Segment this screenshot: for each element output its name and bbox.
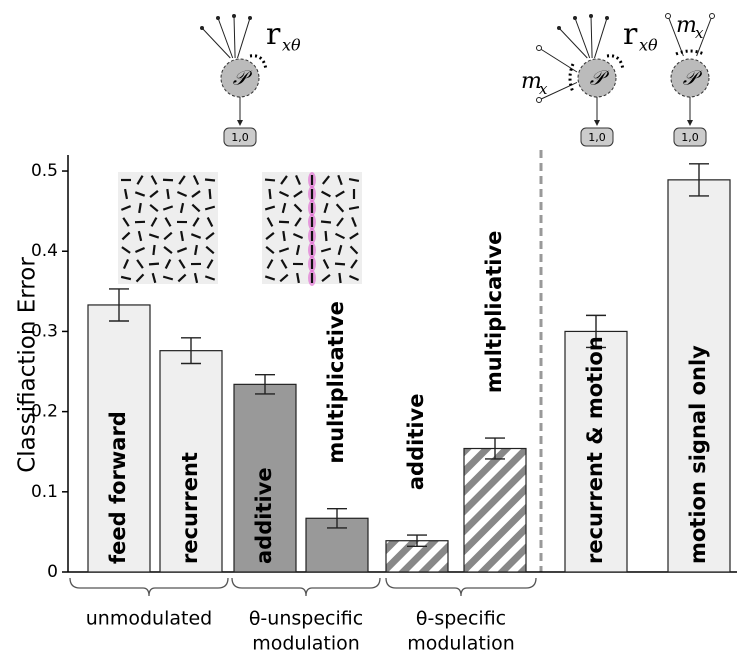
- arrow-head: [589, 14, 593, 18]
- bar-label: recurrent: [178, 452, 202, 564]
- r-label: r: [623, 17, 638, 52]
- arrow-head: [605, 16, 609, 20]
- texture-dash: [210, 189, 211, 199]
- mod-arrow: [539, 48, 577, 72]
- m-sub: x: [539, 80, 548, 98]
- input-arrow: [559, 28, 587, 58]
- output-head: [594, 120, 600, 126]
- arrow-head: [557, 26, 561, 30]
- arrow-head: [200, 26, 204, 30]
- texture-dash: [153, 245, 154, 255]
- texture-dash: [269, 189, 270, 199]
- texture-dash: [339, 273, 340, 283]
- group-label: θ-specific: [416, 608, 506, 630]
- bar-label: additive: [404, 394, 428, 491]
- bar-label: recurrent & motion: [583, 336, 607, 564]
- texture-dash: [326, 231, 327, 241]
- arrow-head: [232, 14, 236, 18]
- texture-dash: [139, 203, 141, 213]
- bar-label: multiplicative: [324, 301, 348, 463]
- y-tick-label: 0.5: [31, 161, 58, 181]
- input-arrow: [595, 18, 608, 58]
- texture-dash: [265, 180, 275, 181]
- input-arrow: [575, 18, 590, 58]
- input-arrow: [591, 16, 592, 58]
- group-label: unmodulated: [86, 608, 212, 630]
- mod-head: [666, 14, 671, 19]
- mod-head: [537, 46, 542, 51]
- texture-dash: [149, 264, 159, 265]
- mod-head: [710, 14, 715, 19]
- bar-label: multiplicative: [482, 231, 506, 393]
- texture-dash: [279, 222, 289, 223]
- arrow-head: [573, 16, 577, 20]
- texture-dash: [167, 189, 168, 199]
- input-arrow: [234, 16, 235, 58]
- bar-label: motion signal only: [686, 345, 710, 564]
- texture-dash: [163, 180, 173, 181]
- texture-insets: [118, 172, 362, 286]
- arrow-head: [216, 16, 220, 20]
- r-sub: xθ: [639, 36, 658, 55]
- group-bracket: [386, 578, 536, 596]
- output-head: [237, 120, 243, 126]
- output-head: [687, 120, 693, 126]
- group-label: modulation: [252, 633, 360, 655]
- m-sub: x: [695, 24, 704, 42]
- y-tick-label: 0.4: [31, 241, 58, 261]
- output-label: 1,0: [588, 131, 606, 144]
- y-tick-label: 0: [47, 562, 58, 582]
- output-label: 1,0: [681, 131, 699, 144]
- y-tick-label: 0.3: [31, 321, 58, 341]
- texture-dash: [335, 264, 345, 265]
- bar-label: feed forward: [106, 411, 130, 564]
- dotted-arc: [676, 51, 704, 54]
- group-label: θ-unspecific: [249, 608, 363, 630]
- y-tick-label: 0.2: [31, 402, 58, 422]
- input-arrow: [238, 18, 251, 58]
- texture-dash: [283, 231, 284, 241]
- bar-label: additive: [252, 467, 276, 564]
- bar: [464, 449, 526, 572]
- output-label: 1,0: [231, 131, 249, 144]
- y-axis-label: Classifiaction Error: [15, 257, 41, 473]
- texture-bg: [118, 172, 218, 284]
- texture-dash: [321, 221, 331, 222]
- r-sub: xθ: [282, 36, 301, 55]
- group-bracket: [70, 578, 228, 596]
- input-arrow: [218, 18, 233, 58]
- y-tick-label: 0.1: [31, 482, 58, 502]
- input-arrow: [202, 28, 230, 58]
- m-label: m: [676, 13, 697, 38]
- group-bracket: [232, 578, 380, 596]
- mod-head: [537, 98, 542, 103]
- r-label: r: [266, 17, 281, 52]
- texture-dash: [205, 179, 215, 180]
- arrow-head: [248, 16, 252, 20]
- group-label: modulation: [407, 633, 515, 655]
